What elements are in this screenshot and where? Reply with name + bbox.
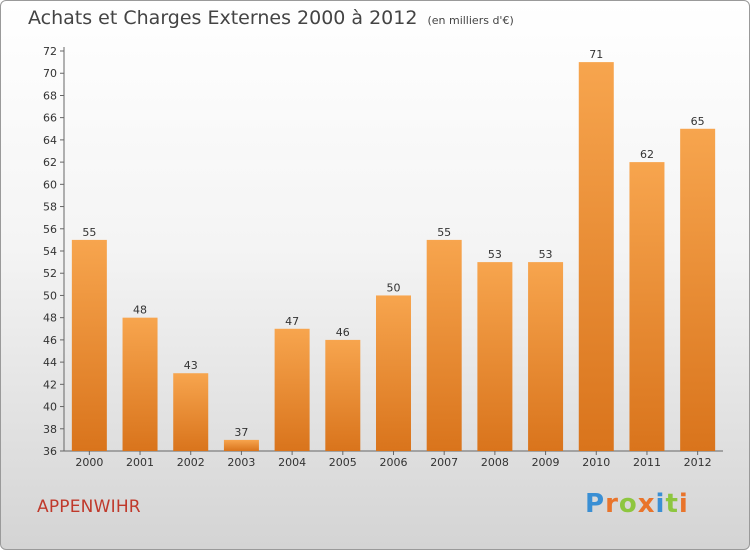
bar [173, 373, 209, 451]
bar-value-label: 46 [336, 326, 350, 339]
y-tick-label: 46 [43, 334, 57, 347]
x-tick-label: 2005 [329, 456, 357, 469]
logo-letter: o [618, 489, 638, 519]
x-tick-label: 2007 [430, 456, 458, 469]
y-tick-label: 64 [43, 134, 57, 147]
bar [71, 239, 107, 451]
y-tick-label: 50 [43, 289, 57, 302]
y-tick-label: 58 [43, 201, 57, 214]
bar [376, 295, 411, 451]
bar [629, 162, 665, 451]
bar-value-label: 47 [285, 315, 299, 328]
commune-name: APPENWIHR [37, 497, 141, 517]
y-tick-label: 66 [43, 112, 57, 125]
x-tick-label: 2001 [126, 456, 154, 469]
y-tick-label: 42 [43, 378, 57, 391]
x-tick-label: 2011 [633, 456, 661, 469]
bar [477, 262, 513, 451]
x-tick-label: 2004 [278, 456, 306, 469]
bar-value-label: 53 [488, 248, 502, 261]
y-tick-label: 72 [43, 45, 57, 58]
y-tick-label: 54 [43, 245, 57, 258]
y-tick-label: 62 [43, 156, 57, 169]
y-tick-label: 48 [43, 312, 57, 325]
x-tick-label: 2006 [380, 456, 408, 469]
logo-letter: i [655, 489, 666, 519]
bars [71, 62, 716, 451]
logo-letter: r [605, 489, 619, 519]
logo-letter: i [678, 489, 689, 519]
x-tick-label: 2009 [532, 456, 560, 469]
bar [680, 128, 716, 451]
chart-title: Achats et Charges Externes 2000 à 2012 (e… [28, 7, 514, 29]
bar-value-label: 55 [437, 226, 451, 239]
x-tick-label: 2012 [684, 456, 712, 469]
y-tick-label: 44 [43, 356, 57, 369]
y-tick-label: 52 [43, 267, 57, 280]
bar [578, 62, 614, 451]
chart-unit: (en milliers d'€) [427, 14, 514, 27]
bar [528, 262, 564, 451]
y-tick-label: 40 [43, 401, 57, 414]
x-tick-label: 2000 [75, 456, 103, 469]
y-tick-label: 36 [43, 445, 57, 458]
bar [426, 239, 462, 451]
y-tick-label: 38 [43, 423, 57, 436]
bar-value-label: 50 [387, 281, 401, 294]
bar-value-label: 48 [133, 304, 147, 317]
logo-letter: t [665, 489, 679, 519]
bar [274, 328, 310, 451]
x-tick-label: 2008 [481, 456, 509, 469]
bar [122, 317, 158, 451]
logo-letter: P [585, 489, 606, 519]
y-tick-label: 56 [43, 223, 57, 236]
bar-value-label: 65 [691, 115, 705, 128]
bar-value-label: 62 [640, 148, 654, 161]
bar-value-label: 55 [82, 226, 96, 239]
y-tick-label: 70 [43, 67, 57, 80]
x-tick-label: 2010 [582, 456, 610, 469]
y-tick-label: 68 [43, 89, 57, 102]
value-labels: 55 48 43 37 47 46 50 55 53 53 71 62 65 [82, 48, 704, 439]
x-tick-label: 2003 [227, 456, 255, 469]
bar-value-label: 43 [184, 359, 198, 372]
bar-value-label: 71 [589, 48, 603, 61]
y-tick-label: 60 [43, 178, 57, 191]
x-tick-label: 2002 [177, 456, 205, 469]
bar [325, 339, 361, 451]
bar-value-label: 37 [234, 426, 248, 439]
bar-value-label: 53 [539, 248, 553, 261]
bar [223, 439, 259, 451]
chart-title-text: Achats et Charges Externes 2000 à 2012 [28, 7, 418, 29]
proxiti-logo: Proxiti [585, 489, 689, 519]
logo-letter: x [637, 489, 656, 519]
